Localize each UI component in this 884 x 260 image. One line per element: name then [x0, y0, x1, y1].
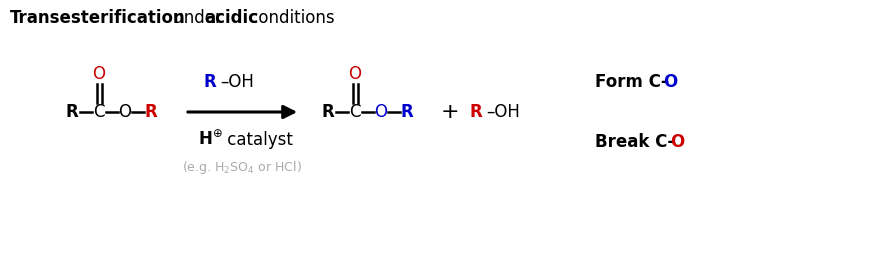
Text: O: O: [348, 65, 362, 83]
Text: R: R: [322, 103, 334, 121]
Text: (e.g. H$_2$SO$_4$ or HCl): (e.g. H$_2$SO$_4$ or HCl): [182, 159, 302, 177]
Text: H$^{\oplus}$: H$^{\oplus}$: [198, 131, 223, 150]
Text: C: C: [93, 103, 104, 121]
Text: R: R: [145, 103, 157, 121]
Text: C: C: [349, 103, 361, 121]
Text: O: O: [375, 103, 387, 121]
Text: –OH: –OH: [220, 73, 254, 91]
Text: under: under: [168, 9, 227, 27]
Text: O: O: [670, 133, 684, 151]
Text: catalyst: catalyst: [222, 131, 293, 149]
Text: R: R: [65, 103, 79, 121]
Text: O: O: [93, 65, 105, 83]
Text: O: O: [663, 73, 677, 91]
Text: acidic: acidic: [204, 9, 258, 27]
Text: Transesterification: Transesterification: [10, 9, 186, 27]
Text: R: R: [203, 73, 217, 91]
Text: R: R: [400, 103, 414, 121]
Text: Form C–: Form C–: [595, 73, 669, 91]
Text: Break C–: Break C–: [595, 133, 675, 151]
Text: +: +: [441, 102, 460, 122]
Text: –OH: –OH: [486, 103, 520, 121]
Text: R: R: [469, 103, 483, 121]
Text: O: O: [118, 103, 132, 121]
Text: conditions: conditions: [244, 9, 335, 27]
